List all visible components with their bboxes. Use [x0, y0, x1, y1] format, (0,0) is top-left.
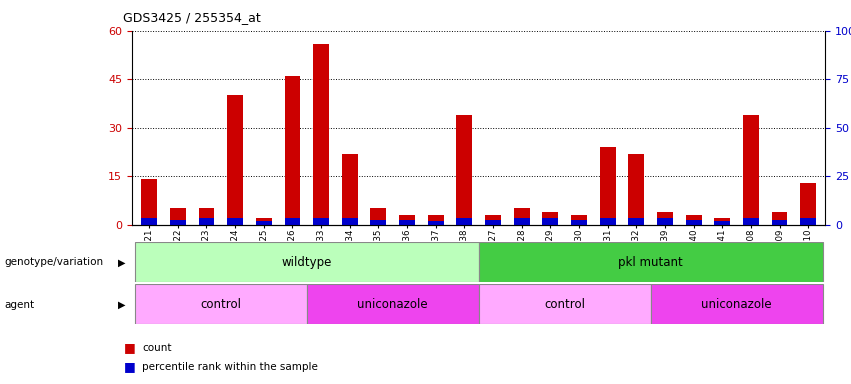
Bar [141, 179, 157, 225]
Bar [227, 218, 243, 225]
Bar [134, 242, 478, 282]
Text: control: control [544, 298, 585, 311]
Bar [600, 218, 615, 225]
Bar [141, 218, 157, 225]
Bar [399, 220, 415, 225]
Bar [342, 218, 357, 225]
Bar [485, 220, 501, 225]
Bar [198, 209, 214, 225]
Bar [256, 218, 271, 225]
Text: agent: agent [4, 300, 34, 310]
Bar [686, 215, 701, 225]
Bar [428, 215, 443, 225]
Text: ■: ■ [123, 341, 135, 354]
Bar [743, 218, 759, 225]
Bar [772, 212, 787, 225]
Bar [306, 284, 478, 324]
Bar [478, 284, 651, 324]
Bar [772, 220, 787, 225]
Bar [628, 154, 644, 225]
Bar [600, 147, 615, 225]
Bar [313, 218, 329, 225]
Bar [370, 220, 386, 225]
Bar [657, 212, 673, 225]
Bar [485, 215, 501, 225]
Text: genotype/variation: genotype/variation [4, 257, 103, 267]
Text: pkl mutant: pkl mutant [619, 256, 683, 268]
Bar [370, 209, 386, 225]
Bar [571, 215, 587, 225]
Bar [256, 222, 271, 225]
Bar [514, 218, 529, 225]
Text: count: count [142, 343, 172, 353]
Bar [456, 115, 472, 225]
Bar [714, 222, 730, 225]
Bar [227, 95, 243, 225]
Text: percentile rank within the sample: percentile rank within the sample [142, 362, 318, 372]
Text: control: control [200, 298, 241, 311]
Text: GDS3425 / 255354_at: GDS3425 / 255354_at [123, 12, 261, 25]
Bar [542, 212, 558, 225]
Bar [801, 183, 816, 225]
Bar [198, 218, 214, 225]
Text: ■: ■ [123, 360, 135, 373]
Bar [170, 220, 186, 225]
Bar [801, 218, 816, 225]
Bar [428, 222, 443, 225]
Text: ▶: ▶ [118, 300, 126, 310]
Bar [134, 284, 306, 324]
Bar [743, 115, 759, 225]
Text: wildtype: wildtype [282, 256, 332, 268]
Text: uniconazole: uniconazole [357, 298, 428, 311]
Bar [714, 218, 730, 225]
Bar [399, 215, 415, 225]
Bar [542, 218, 558, 225]
Text: uniconazole: uniconazole [701, 298, 772, 311]
Bar [686, 220, 701, 225]
Bar [284, 218, 300, 225]
Bar [284, 76, 300, 225]
Bar [342, 154, 357, 225]
Bar [514, 209, 529, 225]
Bar [571, 220, 587, 225]
Bar [657, 218, 673, 225]
Bar [628, 218, 644, 225]
Bar [651, 284, 823, 324]
Bar [456, 218, 472, 225]
Bar [313, 44, 329, 225]
Bar [478, 242, 823, 282]
Text: ▶: ▶ [118, 257, 126, 267]
Bar [170, 209, 186, 225]
